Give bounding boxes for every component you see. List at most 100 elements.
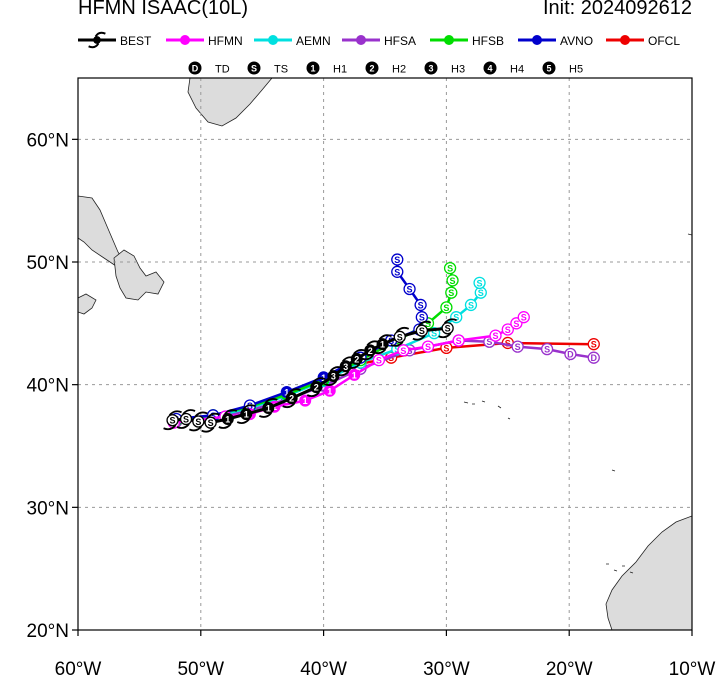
svg-text:S: S bbox=[521, 313, 527, 323]
svg-text:S: S bbox=[493, 331, 499, 341]
track-point-hfmn: 1 bbox=[348, 368, 361, 381]
best-intensity-marker: S bbox=[166, 414, 179, 427]
svg-text:1: 1 bbox=[225, 415, 230, 425]
svg-text:S: S bbox=[445, 324, 451, 334]
intensity-label: TD bbox=[215, 64, 230, 76]
svg-text:1: 1 bbox=[266, 403, 271, 413]
legend-item-aemn: AEMN bbox=[254, 34, 331, 48]
intensity-symbol: D bbox=[192, 64, 199, 74]
intensity-symbol: 4 bbox=[487, 64, 492, 74]
svg-text:S: S bbox=[376, 356, 382, 366]
svg-text:D: D bbox=[591, 353, 598, 363]
svg-text:S: S bbox=[478, 288, 484, 298]
best-intensity-marker: 1 bbox=[262, 401, 275, 414]
svg-text:S: S bbox=[394, 255, 400, 265]
track-point-aemn: S bbox=[464, 298, 478, 312]
track-point-hfmn: S bbox=[517, 311, 530, 324]
lat-tick-label: 40°N bbox=[27, 376, 69, 397]
intensity-symbol: 1 bbox=[310, 64, 315, 74]
lon-tick-label: 40°W bbox=[300, 659, 347, 679]
svg-text:S: S bbox=[419, 326, 425, 336]
track-point-best: 1 bbox=[373, 334, 392, 355]
track-point-aemn: S bbox=[473, 276, 486, 290]
lat-tick-label: 60°N bbox=[27, 130, 69, 151]
track-point-hfmn: S bbox=[397, 344, 410, 357]
best-intensity-marker: 1 bbox=[240, 408, 253, 421]
svg-text:2: 2 bbox=[314, 383, 319, 393]
best-intensity-marker: 2 bbox=[310, 381, 323, 394]
init-time: Init: 2024092612 bbox=[542, 0, 692, 19]
africa-landmass bbox=[605, 515, 692, 630]
track-point-hfsa: D bbox=[587, 351, 600, 364]
legend-label: AVNO bbox=[560, 34, 593, 48]
track-point-best: 1 bbox=[236, 404, 256, 424]
legend-label: HFSB bbox=[472, 34, 504, 48]
svg-text:S: S bbox=[443, 343, 449, 353]
best-intensity-marker: 1 bbox=[376, 338, 389, 351]
track-point-best: S bbox=[438, 318, 457, 339]
intensity-symbol: 5 bbox=[546, 64, 551, 74]
svg-text:2: 2 bbox=[354, 354, 359, 364]
svg-text:S: S bbox=[418, 300, 424, 310]
intensity-label: TS bbox=[274, 64, 288, 76]
track-point-hfsa: D bbox=[564, 347, 577, 361]
svg-text:S: S bbox=[456, 336, 462, 346]
intensity-label: H4 bbox=[510, 64, 524, 76]
svg-text:S: S bbox=[505, 338, 511, 348]
legend-item-avno: AVNO bbox=[518, 34, 593, 48]
best-intensity-marker: 2 bbox=[285, 392, 298, 405]
legend-label: AEMN bbox=[296, 34, 331, 48]
model-legend: BEST HFMN AEMN HFSA HFSB AVNO OFCL bbox=[78, 31, 680, 49]
best-intensity-marker: 3 bbox=[327, 370, 340, 383]
svg-text:1: 1 bbox=[284, 388, 289, 398]
svg-text:S: S bbox=[425, 342, 431, 352]
svg-text:S: S bbox=[407, 284, 413, 294]
best-intensity-marker: S bbox=[192, 415, 205, 428]
svg-text:S: S bbox=[407, 346, 413, 356]
track-point-hfmn: 1 bbox=[299, 394, 312, 407]
track-point-hfsb: S bbox=[446, 274, 459, 287]
svg-text:1: 1 bbox=[327, 386, 332, 396]
intensity-item-h2: 2 H2 bbox=[365, 61, 406, 76]
intensity-item-td: D TD bbox=[188, 61, 230, 76]
greenland-landmass bbox=[187, 78, 273, 127]
track-point-best: S bbox=[412, 320, 432, 341]
svg-text:S: S bbox=[486, 337, 492, 347]
track-point-hfsb: S bbox=[440, 301, 453, 314]
svg-text:S: S bbox=[397, 332, 403, 342]
legend-marker bbox=[444, 35, 454, 45]
best-intensity-marker: S bbox=[441, 322, 454, 335]
track-point-hfmn: S bbox=[452, 334, 465, 347]
legend-label: HFMN bbox=[208, 34, 243, 48]
track-point-hfmn: S bbox=[421, 340, 435, 353]
legend-item-hfsa: HFSA bbox=[342, 34, 416, 48]
intensity-symbol: 3 bbox=[428, 64, 433, 74]
lon-tick-label: 60°W bbox=[55, 659, 102, 679]
track-point-ofcl: S bbox=[440, 341, 453, 355]
svg-text:S: S bbox=[450, 276, 456, 286]
svg-text:S: S bbox=[400, 346, 406, 356]
svg-text:S: S bbox=[210, 411, 216, 421]
best-intensity-marker: 2 bbox=[350, 352, 363, 365]
legend-marker bbox=[180, 35, 190, 45]
track-point-avno: S bbox=[391, 253, 404, 266]
svg-text:S: S bbox=[505, 325, 511, 335]
nova-scotia-landmass bbox=[78, 293, 97, 315]
track-point-best: 2 bbox=[306, 377, 326, 398]
intensity-symbol: 2 bbox=[369, 64, 374, 74]
svg-text:1: 1 bbox=[272, 402, 277, 412]
intensity-item-h3: 3 H3 bbox=[424, 61, 465, 76]
svg-text:2: 2 bbox=[368, 346, 373, 356]
legend-item-best: BEST bbox=[78, 31, 152, 49]
svg-text:1: 1 bbox=[244, 410, 249, 420]
track-point-hfsb: S bbox=[445, 286, 458, 299]
best-intensity-marker: S bbox=[204, 416, 217, 429]
track-avno: SSS11SSSSSSSS bbox=[170, 253, 428, 426]
svg-text:S: S bbox=[477, 278, 483, 288]
track-point-best: 2 bbox=[282, 388, 302, 409]
track-point-hfsa: S bbox=[540, 342, 554, 356]
plot-frame bbox=[77, 77, 693, 631]
track-point-best: S bbox=[188, 411, 208, 432]
track-point-best: S bbox=[163, 410, 182, 431]
